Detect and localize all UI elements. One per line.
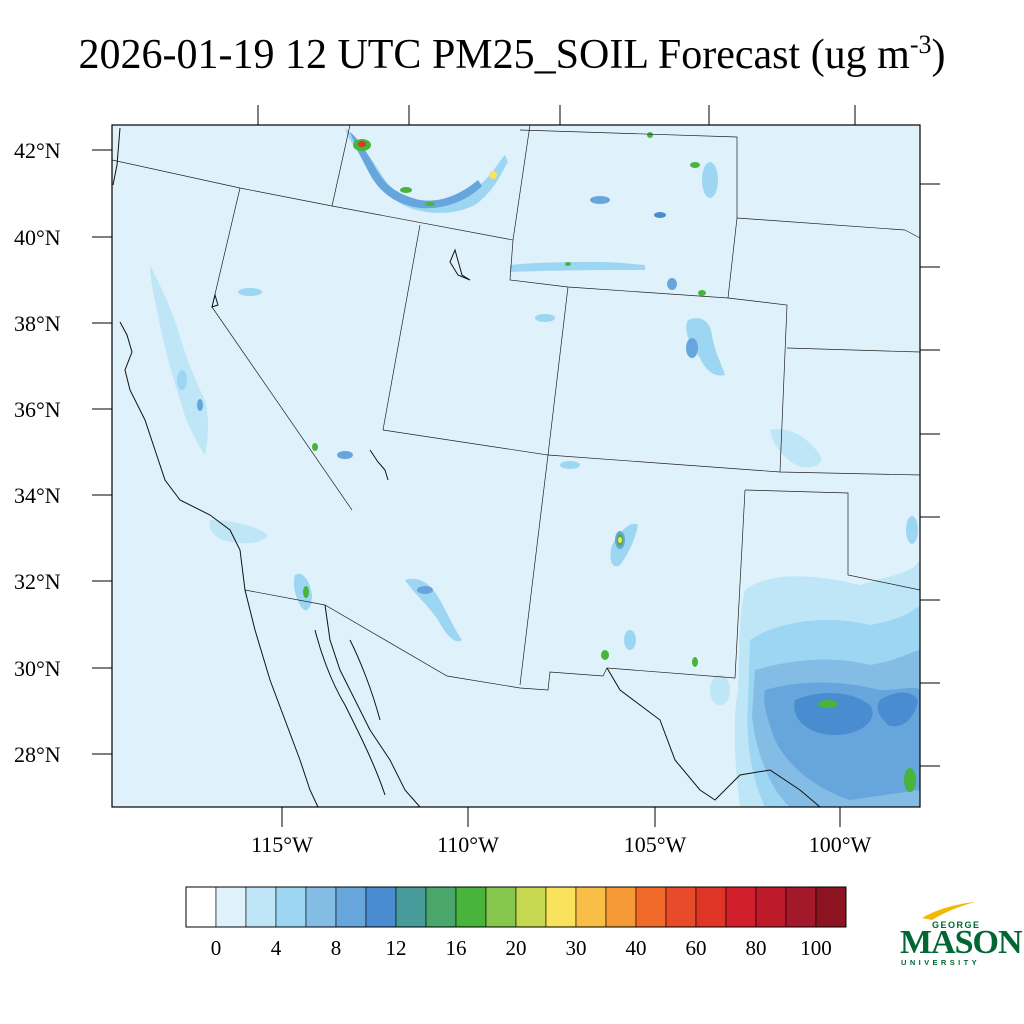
logo-swoosh-icon — [922, 902, 975, 920]
lat-label-32n: 32°N — [14, 569, 61, 594]
colorbar-swatch — [815, 886, 847, 928]
title-main: 2026-01-19 12 UTC PM25_SOIL Forecast (ug… — [78, 32, 910, 78]
colorbar-swatch — [335, 886, 367, 928]
colorbar-swatch — [395, 886, 427, 928]
colorbar-swatch — [305, 886, 337, 928]
lat-label-36n: 36°N — [14, 397, 61, 422]
bottom-ticks — [281, 807, 841, 827]
colorbar-swatch — [545, 886, 577, 928]
lat-label-38n: 38°N — [14, 311, 61, 336]
lon-label-115w: 115°W — [251, 832, 313, 857]
colorbar-swatch — [605, 886, 637, 928]
lat-label-28n: 28°N — [14, 742, 61, 767]
map-frame — [111, 124, 921, 808]
lon-label-105w: 105°W — [623, 832, 687, 857]
colorbar-swatch — [455, 886, 487, 928]
colorbar-tick-label: 8 — [330, 936, 342, 960]
colorbar-swatch — [725, 886, 757, 928]
logo-mason: MASON — [900, 924, 1023, 961]
state-boundaries — [111, 124, 921, 691]
colorbar-frame — [185, 886, 847, 928]
colorbar-swatch — [185, 886, 217, 928]
colorbar-tick-label: 12 — [385, 936, 407, 960]
colorbar-tick-label: 4 — [270, 936, 282, 960]
colorbar-swatch — [665, 886, 697, 928]
colorbar-tick-label: 40 — [625, 936, 647, 960]
logo-george: GEORGE — [932, 920, 981, 930]
colorbar-swatch — [785, 886, 817, 928]
texas-dust-region — [734, 516, 920, 807]
colorbar-swatch — [515, 886, 547, 928]
right-ticks — [920, 183, 940, 767]
lon-label-100w: 100°W — [808, 832, 872, 857]
colorbar-swatch — [365, 886, 397, 928]
colorbar-swatch — [275, 886, 307, 928]
colorbar-swatch — [245, 886, 277, 928]
colorbar-swatch — [755, 886, 787, 928]
logo-university: UNIVERSITY — [901, 958, 981, 967]
lat-label-34n: 34°N — [14, 483, 61, 508]
lat-ticks — [92, 149, 112, 755]
colorbar-tick-label: 100 — [800, 936, 832, 960]
colorbar-swatch — [575, 886, 607, 928]
gmu-logo: GEORGE MASON UNIVERSITY — [896, 900, 1023, 970]
colorbar-tick-label: 16 — [445, 936, 467, 960]
lon-label-110w: 110°W — [437, 832, 499, 857]
lat-label-42n: 42°N — [14, 138, 61, 163]
colorbar-swatch — [215, 886, 247, 928]
colorbar-swatch — [425, 886, 457, 928]
chart-title: 2026-01-19 12 UTC PM25_SOIL Forecast (ug… — [0, 30, 1024, 79]
lat-label-30n: 30°N — [14, 656, 61, 681]
colorbar — [185, 886, 847, 928]
colorbar-tick-label: 20 — [505, 936, 527, 960]
coastlines — [112, 127, 821, 808]
lat-label-40n: 40°N — [14, 225, 61, 250]
title-exponent: -3 — [909, 30, 932, 59]
colorbar-tick-label: 0 — [210, 936, 222, 960]
colorbar-tick-label: 80 — [745, 936, 767, 960]
colorbar-tick-label: 60 — [685, 936, 707, 960]
top-ticks — [257, 105, 856, 125]
colorbar-swatch — [485, 886, 517, 928]
colorbar-swatch — [695, 886, 727, 928]
title-close: ) — [931, 32, 946, 78]
colorbar-swatch — [635, 886, 667, 928]
colorbar-tick-label: 30 — [565, 936, 587, 960]
